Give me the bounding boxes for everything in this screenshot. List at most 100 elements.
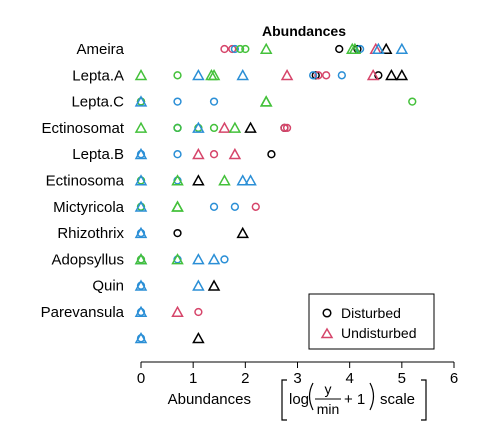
y-tick-label: Quin: [92, 278, 124, 295]
data-point-circle-blue: [209, 97, 219, 106]
data-point-triangle-red: [366, 69, 380, 81]
chart-title: Abundances: [262, 23, 346, 39]
data-point-triangle-black: [207, 279, 221, 291]
x-label-right-bracket: [421, 379, 427, 421]
data-point-triangle-green: [171, 174, 184, 186]
data-point-triangle-green: [259, 95, 273, 107]
data-point-circle-green: [241, 44, 250, 54]
data-point-circle-red: [228, 44, 237, 54]
y-tick-label: Lepta.B: [72, 146, 124, 163]
x-tick-label: 4: [345, 370, 353, 387]
data-point-triangle-blue: [236, 69, 249, 81]
data-point-triangle-black: [192, 174, 205, 186]
data-point-triangle-black: [385, 69, 398, 81]
data-point-circle-blue: [337, 71, 346, 80]
data-point-triangle-red: [218, 121, 231, 133]
x-label-prefix: Abundances: [168, 391, 251, 408]
x-label-right-paren: [369, 382, 375, 411]
data-point-triangle-blue: [192, 69, 205, 81]
data-point-circle-red: [280, 123, 289, 133]
x-label-denominator: min: [317, 401, 340, 417]
data-point-circle-blue: [230, 202, 240, 211]
x-label-scale: scale: [380, 391, 415, 408]
x-tick-label: 3: [293, 370, 301, 387]
x-tick-label: 5: [398, 370, 406, 387]
data-point-triangle-blue: [236, 174, 249, 186]
data-point-triangle-red: [280, 69, 294, 81]
data-point-triangle-blue: [134, 174, 148, 186]
data-point-circle-red: [194, 307, 203, 317]
legend-label-disturbed: Disturbed: [341, 305, 401, 321]
data-point-circle-black: [311, 71, 320, 80]
data-point-triangle-green: [134, 253, 148, 265]
data-point-triangle-blue: [134, 147, 148, 160]
data-point-triangle-blue: [192, 121, 205, 133]
data-point-circle-blue: [309, 71, 318, 80]
x-tick-label: 2: [241, 370, 249, 387]
y-tick-label: Ectinosoma: [46, 173, 125, 190]
x-label-numerator: y: [325, 381, 332, 397]
y-tick-label: Lepta.A: [72, 67, 124, 84]
legend-box: [308, 293, 435, 350]
data-point-circle-red: [220, 44, 229, 54]
data-point-circle-red: [322, 71, 331, 80]
data-point-circle-blue: [209, 202, 219, 211]
data-point-triangle-black: [192, 332, 205, 344]
data-point-triangle-red: [192, 147, 205, 160]
data-point-triangle-black: [236, 226, 249, 239]
data-point-triangle-black: [244, 121, 257, 133]
x-axis-label: Abundances log y min + 1 scale: [168, 379, 427, 421]
data-point-circle-black: [335, 44, 344, 54]
data-point-triangle-blue: [192, 279, 205, 291]
data-point-triangle-blue: [134, 200, 148, 212]
data-point-triangle-blue: [134, 305, 148, 317]
data-point-triangle-green: [171, 200, 184, 212]
data-point-circle-black: [173, 228, 182, 238]
data-point-circle-green: [173, 123, 182, 133]
data-point-triangle-green: [259, 42, 273, 54]
data-point-triangle-green: [218, 174, 231, 186]
y-tick-label: Parevansula: [41, 304, 125, 321]
data-point-triangle-blue: [134, 95, 148, 107]
legend-circle-icon: [322, 308, 332, 318]
data-point-triangle-blue: [395, 42, 409, 54]
x-label-left-bracket: [281, 379, 287, 421]
data-point-circle-red: [251, 202, 260, 211]
data-point-triangle-blue: [134, 279, 148, 291]
data-point-circle-blue: [230, 44, 240, 54]
data-point-triangle-blue: [244, 174, 257, 186]
data-point-triangle-blue: [372, 42, 385, 54]
data-point-circle-red: [209, 150, 219, 159]
x-tick-label: 0: [137, 370, 145, 387]
y-tick-label: Rhizothrix: [57, 225, 124, 242]
data-point-triangle-green: [348, 42, 362, 54]
data-point-triangle-red: [228, 147, 242, 160]
data-point-triangle-blue: [192, 253, 205, 265]
data-point-circle-red: [314, 71, 323, 80]
data-point-triangle-blue: [134, 226, 148, 239]
data-point-triangle-black: [379, 42, 393, 54]
data-point-triangle-green: [228, 121, 242, 133]
legend-label-undisturbed: Undisturbed: [341, 325, 417, 341]
data-point-circle-blue: [220, 255, 229, 264]
data-point-circle-green: [209, 123, 219, 133]
data-point-triangle-green: [134, 69, 148, 81]
data-point-circle-black: [267, 150, 276, 159]
data-point-triangle-green: [134, 121, 148, 133]
legend-triangle-icon: [320, 327, 334, 339]
data-points: [134, 42, 417, 344]
y-tick-label: Adopsyllus: [51, 251, 124, 268]
data-point-triangle-red: [171, 305, 184, 317]
data-point-triangle-blue: [134, 332, 148, 344]
x-tick-label: 6: [450, 370, 458, 387]
data-point-circle-blue: [173, 97, 182, 106]
data-point-triangle-blue: [207, 253, 221, 265]
x-axis: 0 1 2 3 4 5 6: [137, 361, 458, 387]
data-point-triangle-green: [207, 69, 221, 81]
data-point-circle-blue: [173, 150, 182, 159]
x-label-suffix: + 1: [344, 391, 365, 408]
x-label-left-paren: [308, 382, 314, 411]
data-point-circle-green: [173, 71, 182, 80]
data-point-circle-green: [408, 97, 417, 106]
